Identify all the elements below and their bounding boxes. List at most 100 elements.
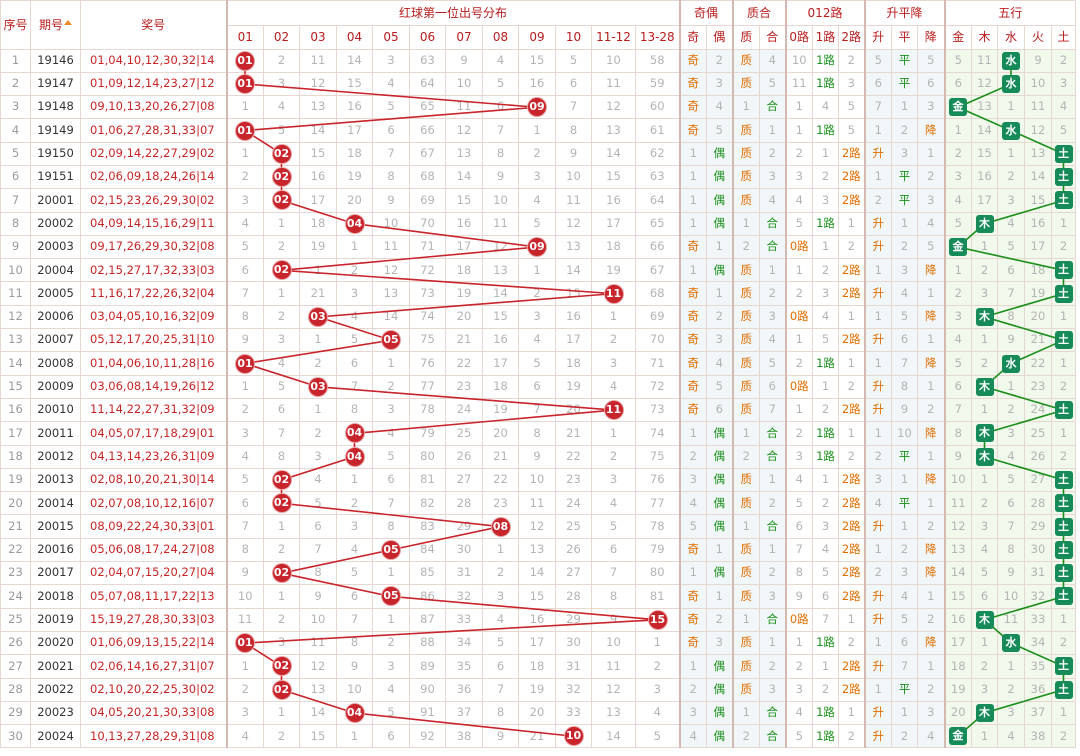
element-cell: 1: [1051, 351, 1076, 376]
dist-cell: 12: [591, 95, 636, 120]
odd-even-cell: 偶: [706, 421, 733, 446]
row-issue: 20023: [30, 700, 81, 726]
dist-cell: 9: [591, 607, 636, 632]
dist-cell: 9: [518, 444, 556, 469]
element-cell: 2: [997, 164, 1025, 190]
first-ball-marker: 02: [272, 657, 291, 676]
route-cell: 1: [812, 234, 839, 260]
element-cell: 4: [1051, 95, 1076, 120]
row-seq: 7: [0, 188, 31, 213]
first-ball-marker: 02: [272, 168, 291, 187]
element-cell: 36: [1024, 677, 1052, 702]
dist-cell: 1: [372, 561, 410, 586]
dist-cell: 8: [336, 630, 373, 656]
first-ball-marker: 04: [345, 214, 364, 233]
dist-cell: 8: [591, 584, 636, 609]
element-cell: 1: [943, 258, 972, 283]
element-marker: 土: [1054, 564, 1073, 583]
row-award: 09,10,13,20,26,27|08: [80, 95, 227, 120]
dist-cell: 4: [482, 48, 519, 73]
subheader-wx-3: 火: [1024, 25, 1052, 50]
dist-cell: 13: [299, 95, 337, 120]
element-cell: 13: [971, 95, 998, 120]
trend-cell: 1: [917, 654, 945, 679]
odd-even-cell: 偶: [706, 258, 733, 283]
element-cell: 1: [971, 467, 998, 493]
route-cell: 2: [784, 421, 813, 446]
dist-cell: 33: [445, 607, 483, 632]
first-ball-marker: 03: [309, 377, 327, 396]
dist-cell: 3: [372, 48, 410, 73]
header-issue[interactable]: 期号: [30, 0, 81, 50]
dist-cell: 87: [409, 607, 446, 632]
trend-cell: 7: [891, 351, 918, 376]
element-cell: 11: [997, 607, 1025, 632]
dist-cell: 19: [555, 374, 592, 399]
element-cell: 19: [1024, 281, 1052, 306]
subheader-wx-4: 土: [1051, 25, 1076, 50]
dist-cell: 1: [336, 724, 373, 749]
dist-cell: 32: [555, 677, 592, 702]
route-cell: 2路: [838, 654, 865, 679]
dist-cell: 11: [225, 607, 264, 632]
dist-cell: 29: [555, 607, 592, 632]
trend-cell: 1: [917, 141, 945, 166]
dist-cell: 4: [336, 304, 373, 330]
trend-cell: 9: [891, 397, 918, 423]
header-seq[interactable]: 序号: [0, 0, 31, 50]
dist-cell: 23: [555, 467, 592, 493]
header-route-title: 012路: [784, 0, 865, 26]
odd-even-cell: 偶: [706, 514, 733, 539]
dist-cell: 18: [591, 234, 636, 260]
table-row: 25 20019 15,19,27,28,30,33|03 11 2 10 7 1 87 33 4 1…: [0, 607, 1076, 632]
dist-cell: 1: [263, 211, 300, 236]
dist-cell: 4: [263, 95, 300, 120]
prime-comp-cell: 合: [759, 724, 786, 749]
dist-cell: 36: [445, 677, 483, 702]
dist-cell: 1: [225, 95, 264, 120]
odd-even-cell: 1: [678, 258, 707, 283]
element-cell: 22: [1024, 351, 1052, 376]
first-ball-marker: 02: [272, 680, 291, 699]
row-seq: 9: [0, 234, 31, 260]
element-cell: 1: [971, 328, 998, 353]
dist-cell: 1: [635, 630, 680, 656]
route-cell: 5: [784, 211, 813, 236]
route-cell: 4: [784, 188, 813, 213]
row-issue: 19151: [30, 164, 81, 190]
element-marker: 土: [1054, 494, 1073, 513]
dist-cell: 2: [518, 281, 556, 306]
route-cell: 1: [784, 118, 813, 143]
sort-icon[interactable]: [64, 19, 72, 25]
row-issue: 20020: [30, 630, 81, 656]
row-award: 04,09,14,15,16,29|11: [80, 211, 227, 236]
table-row: 142000801,04,06,10,11,28|160142617622175…: [0, 351, 1076, 376]
element-cell: 17: [1024, 234, 1052, 260]
dist-cell: 26: [445, 444, 483, 469]
trend-cell: 升: [863, 397, 892, 423]
prime-comp-cell: 质: [731, 48, 760, 73]
dist-cell: 86: [409, 584, 446, 609]
odd-even-cell: 奇: [678, 48, 707, 73]
dist-cell: 13: [555, 234, 592, 260]
odd-even-cell: 偶: [706, 188, 733, 213]
subheader-wx-2: 水: [997, 25, 1025, 50]
dist-cell: 8: [555, 118, 592, 143]
dist-cell: 1: [518, 118, 556, 143]
dist-cell: 20: [518, 700, 556, 726]
dist-cell: 6: [518, 374, 556, 399]
row-award: 01,04,06,10,11,28|16: [80, 351, 227, 376]
element-marker: 土: [1054, 144, 1073, 163]
dist-cell: 5: [591, 514, 636, 539]
first-ball-marker: 04: [345, 447, 364, 466]
row-seq: 25: [0, 607, 31, 632]
row-seq: 30: [0, 724, 31, 749]
dist-cell: 12: [445, 118, 483, 143]
route-cell: 1路: [812, 444, 839, 469]
element-marker: 土: [1054, 470, 1073, 489]
dist-cell: 2: [591, 444, 636, 469]
odd-even-cell: 奇: [678, 95, 707, 120]
trend-cell: 5: [891, 607, 918, 632]
prime-comp-cell: 2: [731, 234, 760, 260]
dist-cell: 7: [482, 677, 519, 702]
